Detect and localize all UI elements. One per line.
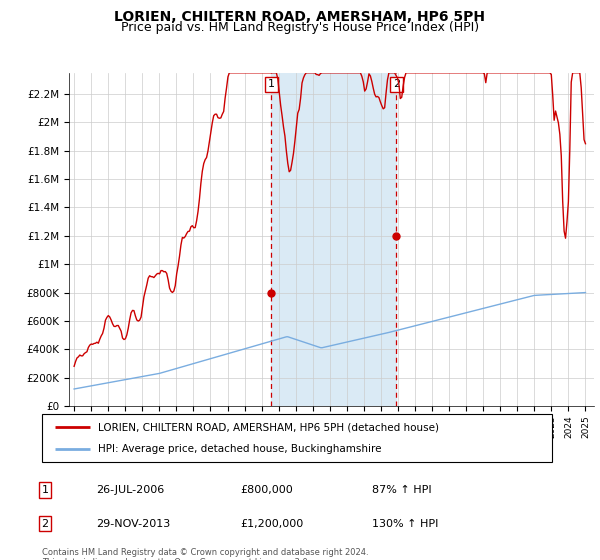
Text: Price paid vs. HM Land Registry's House Price Index (HPI): Price paid vs. HM Land Registry's House … [121, 21, 479, 34]
Text: HPI: Average price, detached house, Buckinghamshire: HPI: Average price, detached house, Buck… [98, 444, 382, 454]
Text: £800,000: £800,000 [240, 485, 293, 495]
Text: 130% ↑ HPI: 130% ↑ HPI [372, 519, 439, 529]
Text: 87% ↑ HPI: 87% ↑ HPI [372, 485, 431, 495]
Text: LORIEN, CHILTERN ROAD, AMERSHAM, HP6 5PH: LORIEN, CHILTERN ROAD, AMERSHAM, HP6 5PH [115, 10, 485, 24]
FancyBboxPatch shape [42, 414, 552, 462]
Bar [271, 73, 397, 406]
Text: 1: 1 [268, 80, 275, 90]
Text: 2: 2 [393, 80, 400, 90]
Text: 2: 2 [41, 519, 49, 529]
Text: £1,200,000: £1,200,000 [240, 519, 303, 529]
Text: 1: 1 [41, 485, 49, 495]
Text: LORIEN, CHILTERN ROAD, AMERSHAM, HP6 5PH (detached house): LORIEN, CHILTERN ROAD, AMERSHAM, HP6 5PH… [98, 422, 439, 432]
Text: 29-NOV-2013: 29-NOV-2013 [96, 519, 170, 529]
Text: Contains HM Land Registry data © Crown copyright and database right 2024.
This d: Contains HM Land Registry data © Crown c… [42, 548, 368, 560]
Text: 26-JUL-2006: 26-JUL-2006 [96, 485, 164, 495]
